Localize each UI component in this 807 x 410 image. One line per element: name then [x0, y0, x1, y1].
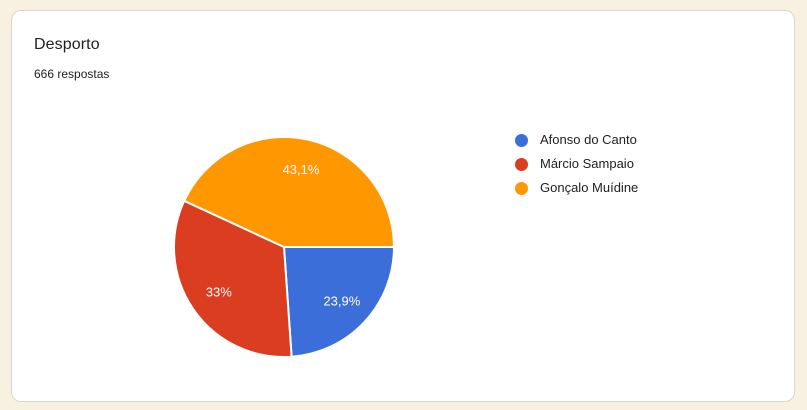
legend-color-dot [515, 181, 528, 195]
legend-color-dot [515, 157, 528, 171]
pie-slice-percent-label-afonso-do-canto: 23,9% [323, 294, 360, 309]
legend-item-label: Márcio Sampaio [540, 156, 634, 171]
legend-item-marcio-sampaio: Márcio Sampaio [515, 156, 638, 172]
pie-chart: 23,9% 33% 43,1% [173, 136, 395, 358]
legend-item-label: Gonçalo Muídine [540, 180, 639, 195]
pie-slice-goncalo-muidine[interactable] [183, 136, 395, 248]
legend-color-dot [515, 133, 528, 147]
question-summary-card: Desporto 666 respostas 23,9% 33% 43,1% Afo… [11, 10, 795, 402]
legend-item-label: Afonso do Canto [540, 132, 637, 147]
responses-count: 666 respostas [34, 67, 110, 81]
pie-slice-afonso-do-canto[interactable] [283, 246, 395, 358]
chart-legend: Afonso do Canto Márcio Sampaio Gonçalo Muí… [515, 132, 638, 204]
pie-slice-percent-label-marcio-sampaio: 33% [206, 284, 232, 299]
pie-slice-marcio-sampaio[interactable] [173, 199, 293, 358]
legend-item-afonso-do-canto: Afonso do Canto [515, 132, 638, 148]
pie-slice-percent-label-goncalo-muidine: 43,1% [283, 162, 320, 177]
legend-item-goncalo-muidine: Gonçalo Muídine [515, 180, 638, 196]
question-title: Desporto [34, 36, 100, 53]
